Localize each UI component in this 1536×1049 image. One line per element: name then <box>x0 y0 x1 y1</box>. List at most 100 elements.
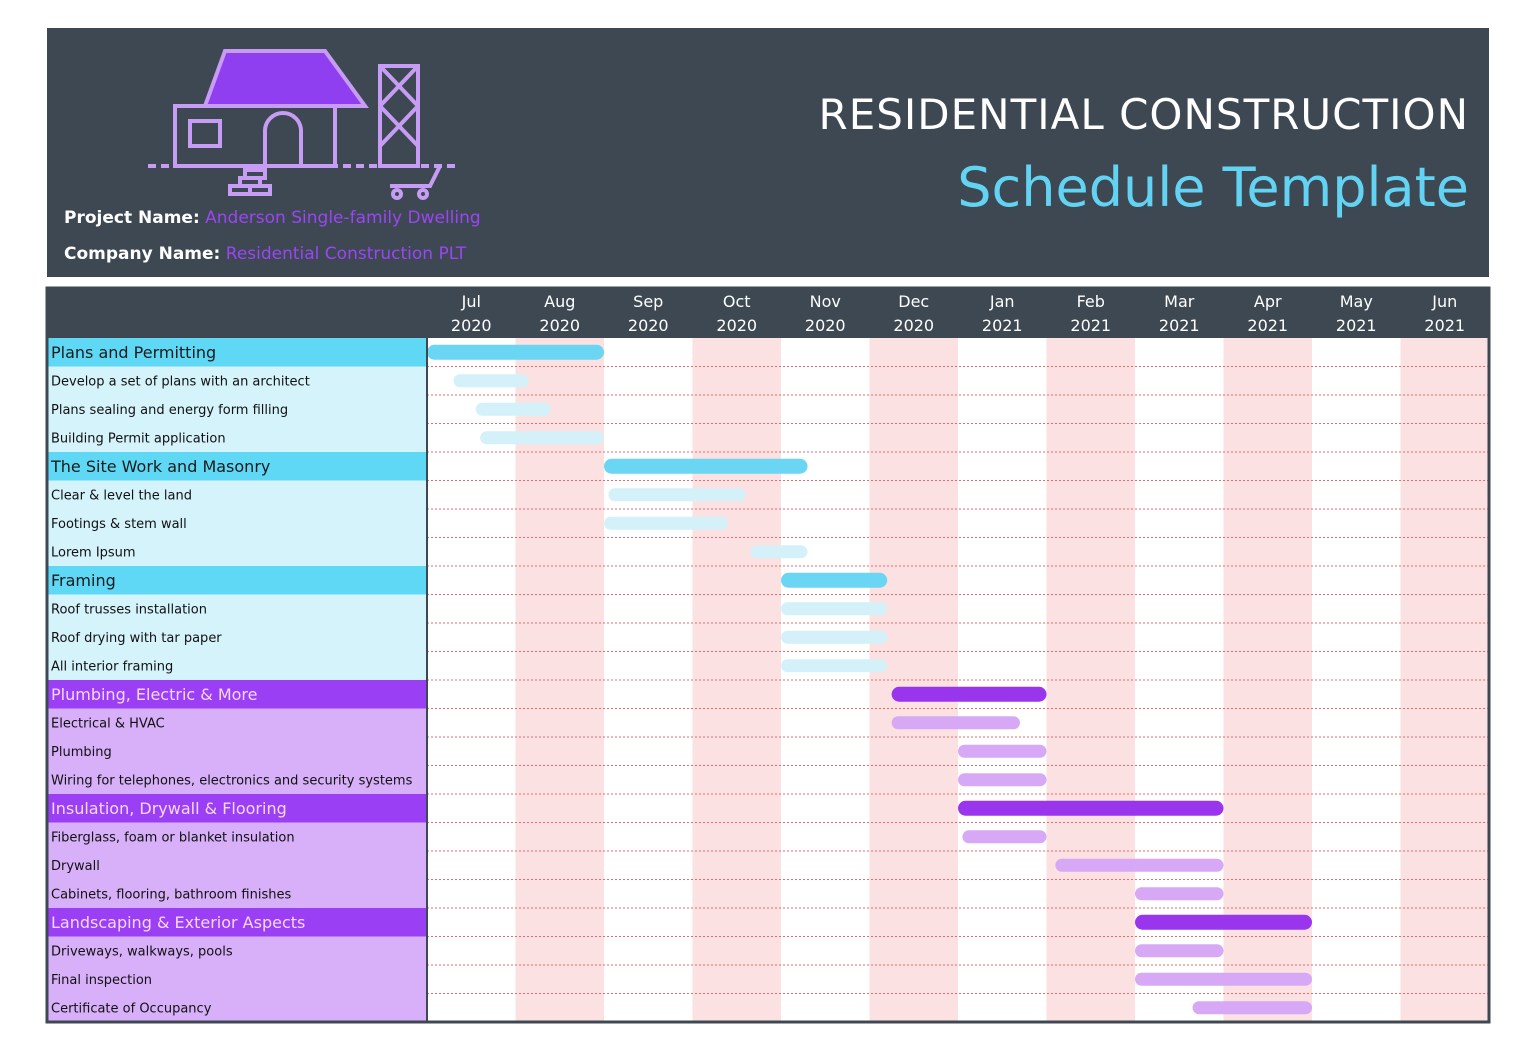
x-tick-label: Apr 2021 <box>1247 292 1289 335</box>
task-label: Lorem Ipsum <box>51 545 136 560</box>
group-label-cell <box>47 680 427 709</box>
project-name: Anderson Single-family Dwelling <box>205 208 481 228</box>
task-bar <box>1135 887 1224 901</box>
task-label-cell <box>47 480 427 509</box>
task-bar <box>1055 858 1224 872</box>
x-tick-label: Nov 2020 <box>804 292 846 335</box>
task-label-cell <box>47 879 427 908</box>
task-bar <box>958 744 1047 758</box>
house-illustration <box>148 49 457 200</box>
task-label: Final inspection <box>51 973 152 988</box>
task-label-cell <box>47 537 427 566</box>
task-label-cell <box>47 765 427 794</box>
task-label: Drywall <box>51 859 100 874</box>
group-bar <box>1135 914 1312 930</box>
task-label-cell <box>47 594 427 623</box>
task-bar <box>1135 944 1224 958</box>
month-band <box>1135 338 1224 1022</box>
x-tick-label: Feb 2021 <box>1070 292 1112 335</box>
group-label: Insulation, Drywall & Flooring <box>51 799 287 818</box>
group-label-cell <box>47 566 427 595</box>
task-label-cell <box>47 366 427 395</box>
group-label: Plumbing, Electric & More <box>51 685 258 704</box>
task-label: Building Permit application <box>51 431 226 446</box>
x-tick-label: May 2021 <box>1335 292 1377 335</box>
task-bar <box>958 773 1047 787</box>
task-label-cell <box>47 737 427 766</box>
task-label-cell <box>47 509 427 538</box>
group-bar <box>781 572 888 588</box>
group-label: Landscaping & Exterior Aspects <box>51 913 305 932</box>
task-bar <box>891 716 1020 730</box>
month-band <box>958 338 1047 1022</box>
task-bar <box>608 488 746 502</box>
task-label-cell <box>47 851 427 880</box>
group-label-cell <box>47 794 427 823</box>
company-info: Company Name: Residential Construction P… <box>64 244 466 264</box>
task-label: Clear & level the land <box>51 488 192 503</box>
task-label-cell <box>47 623 427 652</box>
task-label: Certificate of Occupancy <box>51 1001 212 1016</box>
task-label-cell <box>47 708 427 737</box>
month-band <box>515 338 604 1022</box>
task-label-cell <box>47 395 427 424</box>
task-bar <box>604 516 728 530</box>
task-bar <box>1135 972 1312 986</box>
x-tick-label: Jul 2020 <box>450 292 492 335</box>
task-bar <box>781 602 888 616</box>
chart-border <box>45 286 1491 1024</box>
task-bar <box>453 374 529 388</box>
x-tick-label: Aug 2020 <box>539 292 581 335</box>
month-band <box>692 338 781 1022</box>
header: RESIDENTIAL CONSTRUCTION Schedule Templa… <box>47 28 1489 277</box>
company-name: Residential Construction PLT <box>225 244 467 264</box>
x-tick-label: Oct 2020 <box>716 292 758 335</box>
group-label-cell <box>47 452 427 481</box>
group-label: The Site Work and Masonry <box>50 457 270 476</box>
task-label: All interior framing <box>51 659 173 674</box>
subtitle: Schedule Template <box>957 156 1469 219</box>
task-label-cell <box>47 936 427 965</box>
task-label: Wiring for telephones, electronics and s… <box>51 773 413 788</box>
project-label: Project Name: <box>64 208 200 228</box>
month-band <box>1046 338 1135 1022</box>
task-label: Driveways, walkways, pools <box>51 944 233 959</box>
task-bar <box>781 659 888 673</box>
task-label: Develop a set of plans with an architect <box>51 374 310 389</box>
task-label: Plumbing <box>51 745 112 760</box>
task-label-cell <box>47 993 427 1022</box>
task-label: Roof trusses installation <box>51 602 207 617</box>
company-label: Company Name: <box>64 244 221 264</box>
month-band <box>427 338 516 1022</box>
title: RESIDENTIAL CONSTRUCTION <box>818 90 1469 139</box>
group-label-cell <box>47 908 427 937</box>
task-label-cell <box>47 423 427 452</box>
month-band <box>781 338 870 1022</box>
x-tick-label: Mar 2021 <box>1158 292 1200 335</box>
task-bar <box>962 830 1047 844</box>
month-band <box>1223 338 1312 1022</box>
month-band <box>1312 338 1401 1022</box>
group-bar <box>604 458 808 474</box>
x-tick-label: Jun 2021 <box>1424 292 1466 335</box>
month-band <box>869 338 958 1022</box>
group-label: Plans and Permitting <box>51 343 216 362</box>
task-label-cell <box>47 651 427 680</box>
task-label: Footings & stem wall <box>51 517 187 532</box>
project-info: Project Name: Anderson Single-family Dwe… <box>64 208 481 228</box>
group-label-cell <box>47 338 427 367</box>
task-bar <box>475 402 551 416</box>
task-label: Fiberglass, foam or blanket insulation <box>51 830 295 845</box>
task-bar <box>480 431 604 445</box>
task-label: Roof drying with tar paper <box>51 631 222 646</box>
group-bar <box>427 344 604 360</box>
task-bar <box>781 630 888 644</box>
group-bar <box>958 800 1224 816</box>
task-bar <box>750 545 808 559</box>
month-band <box>604 338 693 1022</box>
task-label: Electrical & HVAC <box>51 716 165 731</box>
x-tick-label: Jan 2021 <box>981 292 1023 335</box>
task-bar <box>1192 1001 1312 1015</box>
group-label: Framing <box>51 571 116 590</box>
